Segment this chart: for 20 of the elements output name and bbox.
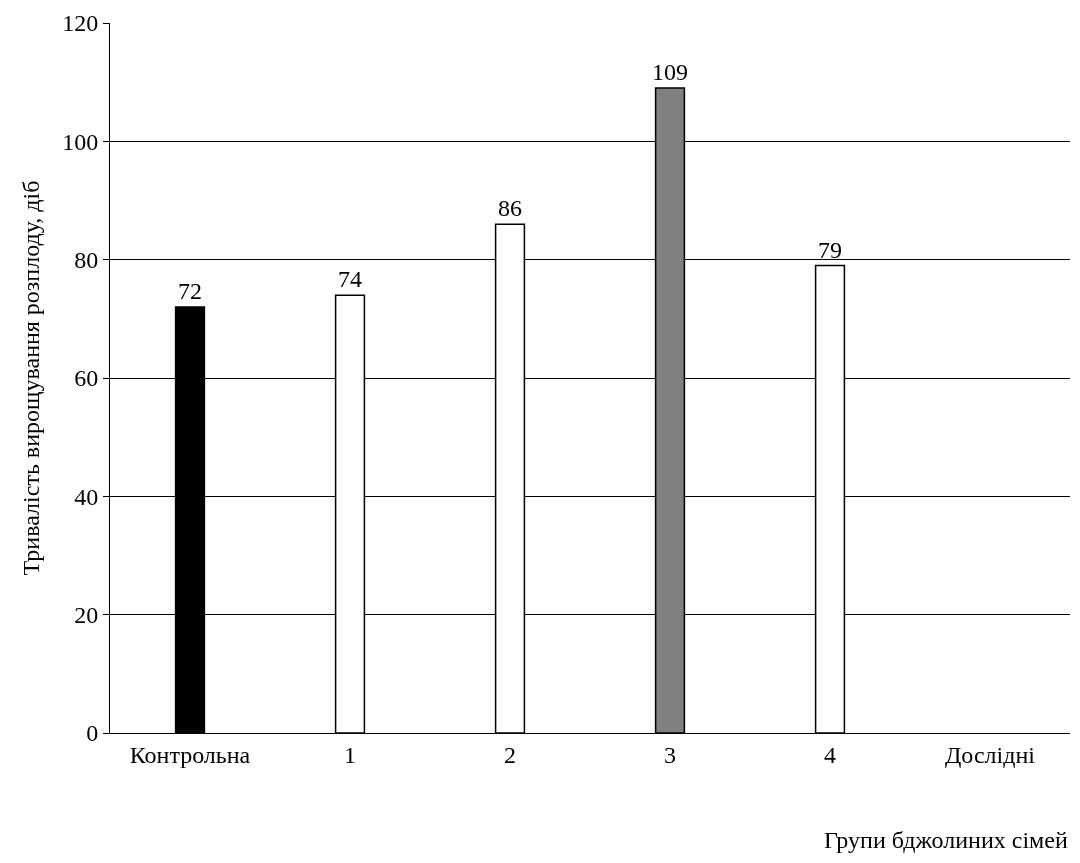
y-tick-label: 60 xyxy=(74,365,99,392)
y-tick-label: 80 xyxy=(74,247,99,274)
y-tick-label: 20 xyxy=(74,602,99,629)
data-label: 79 xyxy=(818,236,842,263)
y-axis-title: Тривалість вирощування розплоду, діб xyxy=(18,180,45,576)
x-axis-title: Групи бджолиних сімей xyxy=(824,827,1068,853)
data-label: 74 xyxy=(338,266,362,293)
x-tick-label: Контрольна xyxy=(129,741,251,768)
y-tick-label: 100 xyxy=(62,128,99,155)
x-tick-label: 3 xyxy=(664,741,676,768)
x-tick-label: 2 xyxy=(504,741,516,768)
data-label: 109 xyxy=(652,59,688,86)
y-tick-label: 40 xyxy=(74,483,99,510)
data-label: 72 xyxy=(178,278,202,304)
y-tick-label: 0 xyxy=(86,720,99,747)
x-tick-label: 4 xyxy=(824,741,836,768)
y-tick-label: 120 xyxy=(62,10,99,37)
data-label: 86 xyxy=(498,195,522,222)
x-tick-label: Дослідні xyxy=(945,741,1036,768)
x-tick-label: 1 xyxy=(344,741,356,768)
